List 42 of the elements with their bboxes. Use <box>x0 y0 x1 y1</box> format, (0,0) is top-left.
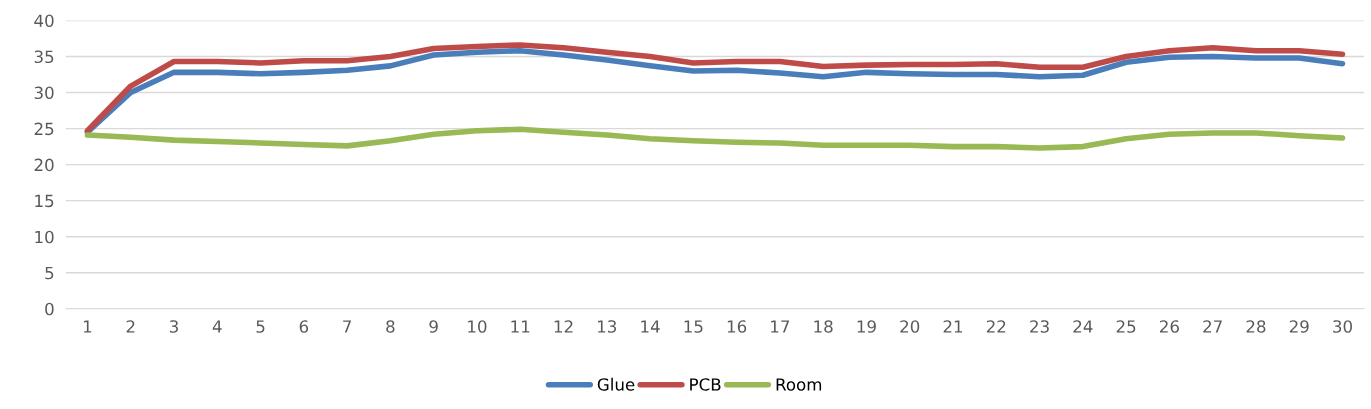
x-tick-label: 10 <box>468 320 487 333</box>
y-tick-label: 35 <box>34 50 54 64</box>
x-tick-label: 3 <box>169 320 178 333</box>
y-tick-label: 0 <box>45 302 54 316</box>
x-tick-label: 14 <box>641 320 660 333</box>
x-tick-label: 4 <box>212 320 222 333</box>
x-tick-label: 19 <box>857 320 876 333</box>
x-tick-label: 20 <box>900 320 920 333</box>
x-tick-label: 13 <box>598 320 617 333</box>
x-tick-label: 17 <box>771 320 790 333</box>
x-tick-label: 24 <box>1073 320 1093 333</box>
y-tick-label: 30 <box>34 86 54 100</box>
y-tick-label: 25 <box>34 122 54 136</box>
y-tick-label: 5 <box>45 266 54 280</box>
x-tick-label: 15 <box>684 320 703 333</box>
x-tick-label: 18 <box>814 320 833 333</box>
x-tick-label: 16 <box>727 320 747 333</box>
x-tick-label: 21 <box>943 320 963 333</box>
x-tick-label: 5 <box>256 320 265 333</box>
x-tick-label: 28 <box>1246 320 1266 333</box>
x-tick-label: 2 <box>126 320 135 333</box>
x-tick-label: 23 <box>1030 320 1049 333</box>
x-tick-label: 7 <box>343 320 351 333</box>
legend-label: PCB <box>690 378 721 391</box>
x-tick-label: 1 <box>83 320 92 333</box>
x-tick-label: 27 <box>1203 320 1222 333</box>
legend-label: Glue <box>597 377 635 391</box>
y-tick-label: 20 <box>34 158 54 172</box>
x-tick-label: 6 <box>299 320 309 333</box>
x-tick-label: 30 <box>1333 320 1352 333</box>
y-tick-label: 10 <box>35 230 54 244</box>
x-tick-label: 26 <box>1160 320 1179 333</box>
x-tick-label: 25 <box>1116 320 1136 333</box>
x-tick-label: 12 <box>554 320 573 333</box>
x-tick-label: 8 <box>386 320 395 333</box>
x-tick-label: 11 <box>511 320 530 333</box>
x-tick-label: 9 <box>429 320 438 333</box>
legend-label: Room <box>776 378 822 391</box>
y-tick-label: 40 <box>34 14 54 28</box>
x-tick-label: 22 <box>986 320 1006 333</box>
y-tick-label: 15 <box>35 194 54 208</box>
x-tick-label: 29 <box>1289 320 1309 333</box>
